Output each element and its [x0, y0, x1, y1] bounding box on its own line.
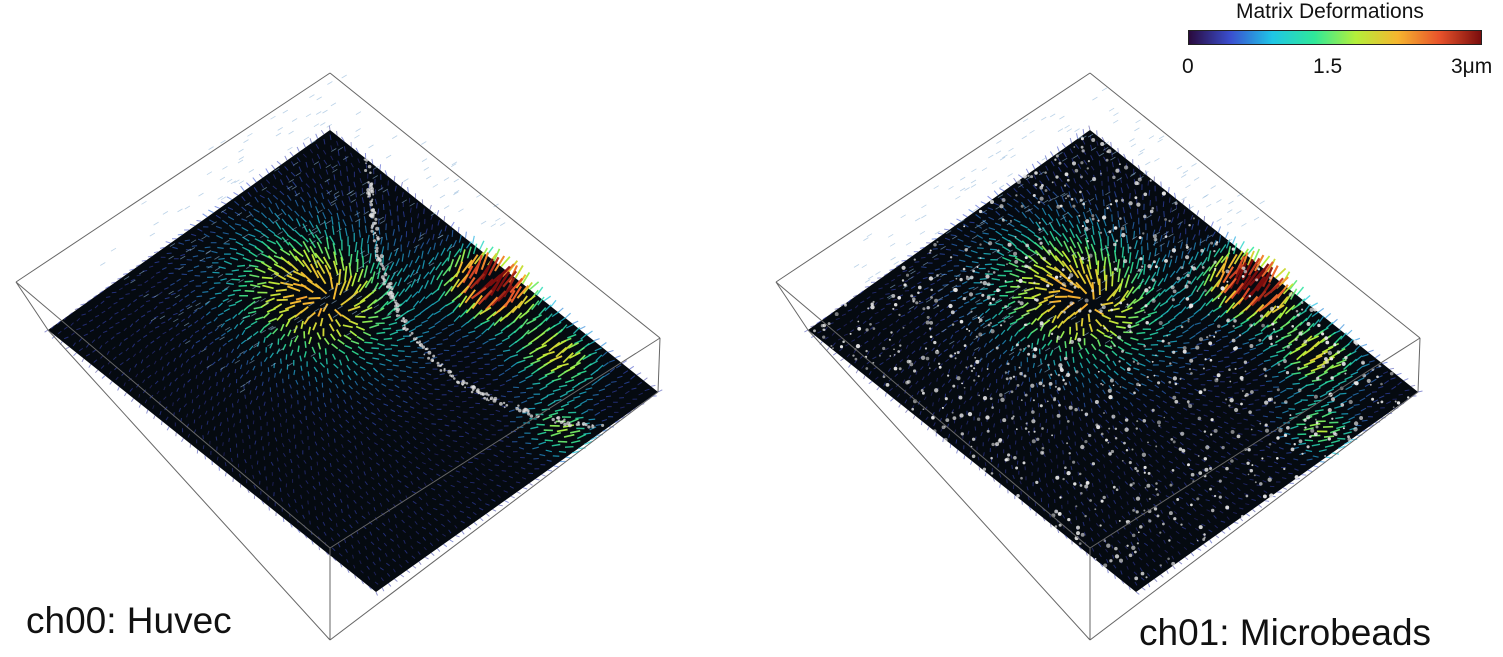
colorbar-tick-mid: 1.5: [1313, 55, 1343, 78]
arrow-field: [44, 125, 663, 596]
microbeads: [813, 137, 1410, 581]
colorbar-gradient: [1188, 30, 1482, 45]
left-volume-render: ch00: Huvec: [0, 0, 751, 657]
panel-label-huvec: ch00: Huvec: [26, 600, 232, 641]
microbeads-deformation-field: [775, 72, 1423, 641]
upper-vectors: [100, 74, 506, 393]
colorbar-tick-max: 3μm: [1451, 55, 1493, 78]
huvec-deformation-field: [15, 72, 663, 641]
cell-outline: [363, 158, 605, 429]
right-volume-render: [760, 0, 1503, 657]
colorbar-legend: Matrix Deformations 0 1.5 3μm: [1182, 0, 1492, 80]
bounding-box: [775, 72, 1421, 641]
colorbar-title: Matrix Deformations: [1236, 0, 1424, 23]
bounding-box: [15, 72, 661, 641]
colorbar-tick-min: 0: [1182, 55, 1194, 78]
panel-label-microbeads: ch01: Microbeads: [1139, 612, 1432, 653]
